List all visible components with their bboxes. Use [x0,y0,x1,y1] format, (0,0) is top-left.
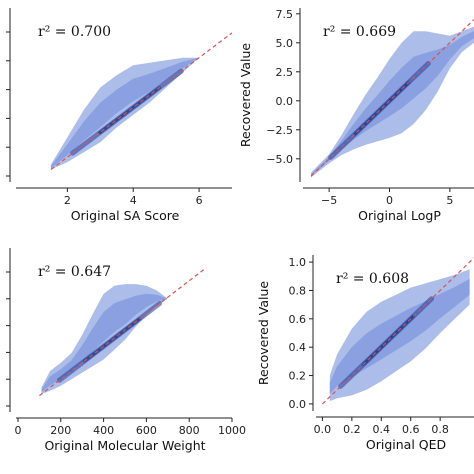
chart-panel-3: 0 200 400 600 800 1000 Original Molecular Weig… [6,248,246,453]
x-tick-label: −5 [321,194,337,207]
x-axis-label: Original QED [366,437,446,452]
x-tick-label: 5 [446,194,453,207]
x-tick-label: 0.6 [402,423,420,436]
x-tick-label: 0.4 [373,423,391,436]
reference-line [50,32,232,171]
y-tick-label: 0.2 [289,370,307,383]
x-tick-label: 800 [179,424,200,437]
r2-annotation: r² = 0.669 [323,24,396,40]
y-tick-label: 0.0 [289,398,307,411]
x-tick-label: 400 [93,424,114,437]
y-tick-label: 0.0 [276,95,294,108]
plot-area [310,19,474,178]
y-axis-label: Recovered Value [238,43,253,148]
x-tick-label: 200 [50,424,71,437]
x-tick-label: 6 [196,194,203,207]
y-tick-label: 0.4 [289,341,307,354]
r2-annotation: r² = 0.608 [336,271,409,287]
chart-panel-1: 2 4 6 Original SA Score r² = 0.700 [6,8,232,223]
plot-area [321,257,474,405]
chart-panel-4: 0.0 0.2 0.4 0.6 0.8 0.0 0.2 0.4 0.6 0.8 1.0 Origina… [256,255,474,452]
x-axis-label: Original SA Score [71,208,180,223]
y-axis-label: Recovered Value [256,281,271,386]
reference-line [321,257,474,405]
x-tick-label: 2 [64,194,71,207]
y-tick-label: 7.5 [276,8,294,21]
x-tick-label: 600 [136,424,157,437]
y-tick-label: 1.0 [289,256,307,269]
x-tick-label: 0.2 [343,423,361,436]
x-axis-label: Original Molecular Weight [44,438,205,453]
x-tick-label: 4 [130,194,137,207]
y-tick-label: −5.0 [266,153,293,166]
x-tick-label: 0.8 [431,423,449,436]
y-tick-label: 5.0 [276,37,294,50]
x-tick-label: 0 [15,424,22,437]
plot-area [39,267,207,397]
y-tick-label: −2.5 [266,124,293,137]
x-axis-label: Original LogP [358,208,441,223]
x-tick-label: 0.0 [314,423,332,436]
x-tick-label: 1000 [218,424,246,437]
plot-area [50,32,232,171]
x-tick-label: 0 [386,194,393,207]
chart-panel-2: −5 0 5 −5.0 −2.5 0.0 2.5 5.0 7.5 Original LogP Rec… [238,8,474,223]
reference-line [39,267,207,397]
y-tick-label: 0.6 [289,313,307,326]
r2-annotation: r² = 0.700 [38,24,111,40]
r2-annotation: r² = 0.647 [38,264,111,280]
reference-line [310,19,474,177]
y-tick-label: 2.5 [276,66,294,79]
y-tick-label: 0.8 [289,284,307,297]
